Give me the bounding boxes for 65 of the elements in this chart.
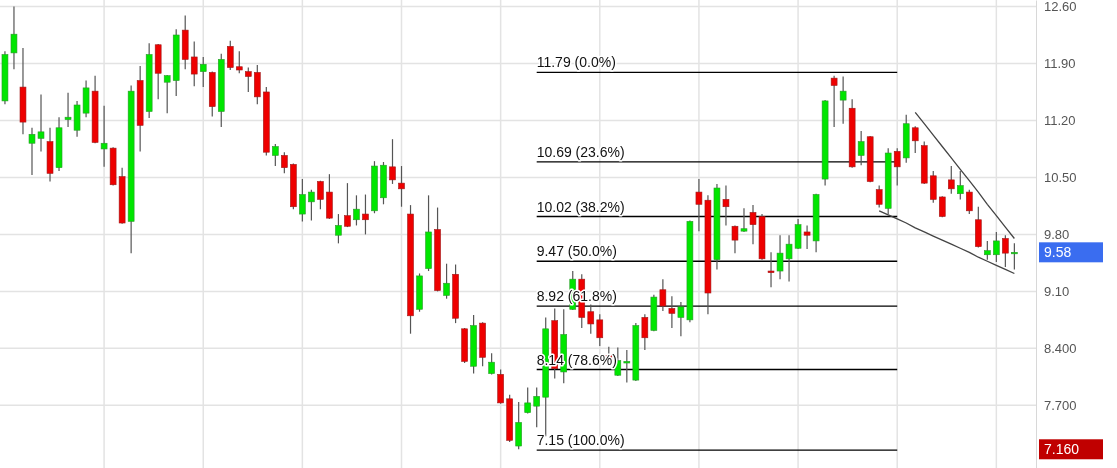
y-tick-label: 11.20 [1044, 113, 1076, 129]
candlestick [803, 224, 811, 250]
candlestick [533, 386, 540, 428]
candlestick [641, 313, 649, 351]
candlestick [668, 295, 676, 329]
candlestick [199, 56, 207, 88]
y-tick-label: 8.400 [1044, 341, 1077, 357]
candlestick [948, 165, 955, 195]
candlestick [929, 170, 937, 204]
candlestick [335, 213, 342, 244]
candlestick [623, 349, 631, 384]
y-tick-label: 12.60 [1044, 0, 1077, 15]
candlestick [227, 40, 234, 71]
candlestick [767, 251, 775, 288]
candlestick [839, 75, 847, 125]
candlestick [272, 143, 279, 167]
series-label: 10.02 (38.2%) [536, 198, 625, 215]
text: 7.160 [1044, 441, 1080, 458]
candlestick [957, 170, 964, 201]
candlestick [740, 207, 748, 233]
candlestick [344, 182, 351, 228]
candlestick [830, 75, 838, 128]
candlestick [190, 40, 198, 87]
candlestick [398, 165, 405, 208]
candlestick [353, 194, 360, 227]
candlestick [587, 303, 595, 335]
y-tick-label: 9.10 [1044, 284, 1070, 300]
candlestick [163, 74, 171, 114]
candlestick [857, 130, 865, 166]
candlestick [10, 5, 18, 70]
candlestick [993, 231, 1000, 263]
candlestick [443, 263, 450, 300]
candlestick [317, 180, 324, 210]
candlestick [362, 193, 369, 236]
candlestick [984, 240, 991, 261]
series-label: 9.47 (50.0%) [536, 243, 617, 260]
candlestick [893, 147, 901, 187]
series-label: 10.69 (23.6%) [536, 143, 625, 160]
candlestick [966, 189, 973, 215]
candlestick [524, 386, 531, 415]
line-series [878, 210, 1016, 275]
series-label: 7.15 (100.0%) [536, 432, 625, 449]
candlestick [245, 66, 252, 93]
series-label: 11.79 (0.0%) [536, 54, 616, 71]
candlestick [596, 313, 604, 347]
candlestick [236, 50, 243, 74]
candlestick [515, 401, 522, 450]
candlestick [659, 278, 667, 312]
candlestick [875, 184, 883, 209]
y-tick-label: 11.90 [1044, 56, 1076, 72]
candlestick [1002, 234, 1009, 268]
candlestick [911, 125, 919, 154]
candlestick [1011, 242, 1018, 271]
y-tick-label: 9.80 [1044, 227, 1070, 243]
text: 9.58 [1044, 244, 1072, 261]
line-series [914, 111, 1016, 240]
y-tick-label: 7.700 [1044, 397, 1077, 413]
candlestick [722, 184, 730, 227]
candlestick [281, 151, 288, 174]
candlestick [100, 105, 108, 168]
candlestick [389, 138, 396, 185]
candlestick [731, 224, 739, 254]
candlestick [299, 178, 306, 222]
candlestick [308, 189, 315, 222]
y-tick-label: 10.50 [1044, 170, 1077, 186]
